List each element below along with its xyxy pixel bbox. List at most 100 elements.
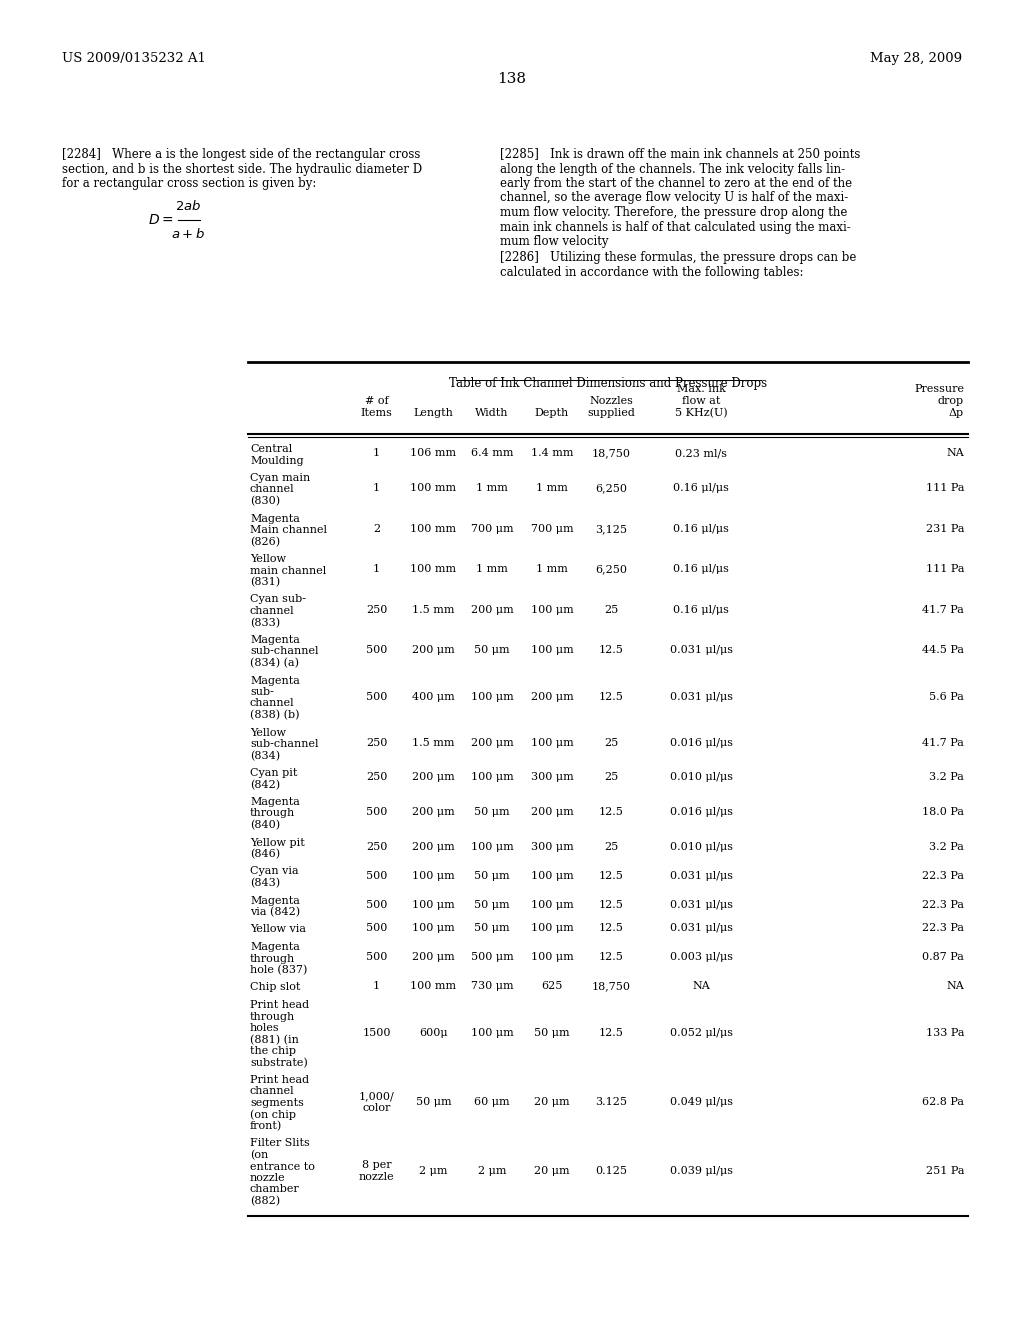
Text: segments: segments	[250, 1098, 304, 1107]
Text: 200 μm: 200 μm	[412, 645, 455, 655]
Text: 50 μm: 50 μm	[474, 645, 510, 655]
Text: Depth: Depth	[535, 408, 569, 418]
Text: 0.16 μl/μs: 0.16 μl/μs	[673, 564, 729, 574]
Text: $D=$: $D=$	[148, 213, 173, 227]
Text: 12.5: 12.5	[599, 692, 624, 701]
Text: 1 mm: 1 mm	[536, 564, 568, 574]
Text: via (842): via (842)	[250, 907, 300, 917]
Text: 730 μm: 730 μm	[471, 981, 513, 991]
Text: 0.031 μl/μs: 0.031 μl/μs	[670, 923, 732, 933]
Text: 12.5: 12.5	[599, 871, 624, 880]
Text: [2285]   Ink is drawn off the main ink channels at 250 points: [2285] Ink is drawn off the main ink cha…	[500, 148, 860, 161]
Text: 100 μm: 100 μm	[530, 900, 573, 909]
Text: 200 μm: 200 μm	[412, 952, 455, 962]
Text: sub-channel: sub-channel	[250, 739, 318, 748]
Text: 3,125: 3,125	[595, 524, 627, 533]
Text: 18,750: 18,750	[592, 449, 631, 458]
Text: substrate): substrate)	[250, 1057, 308, 1068]
Text: 0.16 μl/μs: 0.16 μl/μs	[673, 483, 729, 494]
Text: channel, so the average flow velocity U is half of the maxi-: channel, so the average flow velocity U …	[500, 191, 848, 205]
Text: 100 μm: 100 μm	[471, 772, 513, 783]
Text: 3.125: 3.125	[595, 1097, 627, 1106]
Text: early from the start of the channel to zero at the end of the: early from the start of the channel to z…	[500, 177, 852, 190]
Text: 138: 138	[498, 73, 526, 86]
Text: (840): (840)	[250, 820, 281, 830]
Text: Pressure: Pressure	[914, 384, 964, 393]
Text: 300 μm: 300 μm	[530, 772, 573, 783]
Text: 700 μm: 700 μm	[471, 524, 513, 533]
Text: 100 μm: 100 μm	[530, 923, 573, 933]
Text: 25: 25	[604, 772, 618, 783]
Text: (881) (in: (881) (in	[250, 1035, 299, 1045]
Text: 62.8 Pa: 62.8 Pa	[922, 1097, 964, 1106]
Text: 200 μm: 200 μm	[471, 605, 513, 615]
Text: 625: 625	[542, 981, 562, 991]
Text: Cyan pit: Cyan pit	[250, 768, 297, 777]
Text: Max. ink: Max. ink	[677, 384, 725, 393]
Text: 133 Pa: 133 Pa	[926, 1027, 964, 1038]
Text: (846): (846)	[250, 849, 281, 859]
Text: 50 μm: 50 μm	[535, 1027, 569, 1038]
Text: 20 μm: 20 μm	[535, 1166, 569, 1176]
Text: 41.7 Pa: 41.7 Pa	[923, 738, 964, 747]
Text: 100 mm: 100 mm	[411, 524, 457, 533]
Text: sub-channel: sub-channel	[250, 647, 318, 656]
Text: Δp: Δp	[949, 408, 964, 418]
Text: Magenta: Magenta	[250, 513, 300, 524]
Text: nozzle: nozzle	[250, 1173, 286, 1183]
Text: 1 mm: 1 mm	[476, 483, 508, 494]
Text: 1.5 mm: 1.5 mm	[413, 738, 455, 747]
Text: 500 μm: 500 μm	[471, 952, 513, 962]
Text: Yellow: Yellow	[250, 554, 286, 564]
Text: [2284]   Where a is the longest side of the rectangular cross: [2284] Where a is the longest side of th…	[62, 148, 421, 161]
Text: 6,250: 6,250	[595, 483, 627, 494]
Text: 0.010 μl/μs: 0.010 μl/μs	[670, 842, 732, 851]
Text: 50 μm: 50 μm	[474, 923, 510, 933]
Text: 700 μm: 700 μm	[530, 524, 573, 533]
Text: 500: 500	[366, 952, 387, 962]
Text: 22.3 Pa: 22.3 Pa	[922, 871, 964, 880]
Text: 100 mm: 100 mm	[411, 483, 457, 494]
Text: Filter Slits: Filter Slits	[250, 1138, 309, 1148]
Text: Yellow pit: Yellow pit	[250, 837, 305, 847]
Text: $a+b$: $a+b$	[171, 227, 205, 240]
Text: 12.5: 12.5	[599, 1027, 624, 1038]
Text: 50 μm: 50 μm	[416, 1097, 452, 1106]
Text: 500: 500	[366, 900, 387, 909]
Text: Chip slot: Chip slot	[250, 982, 300, 993]
Text: (826): (826)	[250, 536, 281, 546]
Text: 25: 25	[604, 842, 618, 851]
Text: 12.5: 12.5	[599, 900, 624, 909]
Text: 500: 500	[366, 808, 387, 817]
Text: through: through	[250, 953, 295, 964]
Text: (834): (834)	[250, 751, 281, 760]
Text: Table of Ink Channel Dimensions and Pressure Drops: Table of Ink Channel Dimensions and Pres…	[449, 378, 767, 389]
Text: 50 μm: 50 μm	[474, 808, 510, 817]
Text: main channel: main channel	[250, 565, 327, 576]
Text: 100 μm: 100 μm	[530, 605, 573, 615]
Text: 41.7 Pa: 41.7 Pa	[923, 605, 964, 615]
Text: the chip: the chip	[250, 1045, 296, 1056]
Text: 100 μm: 100 μm	[530, 645, 573, 655]
Text: 100 μm: 100 μm	[412, 900, 455, 909]
Text: 100 μm: 100 μm	[530, 952, 573, 962]
Text: 1: 1	[373, 449, 380, 458]
Text: 250: 250	[366, 842, 387, 851]
Text: (842): (842)	[250, 780, 281, 789]
Text: 20 μm: 20 μm	[535, 1097, 569, 1106]
Text: 400 μm: 400 μm	[412, 692, 455, 701]
Text: 200 μm: 200 μm	[530, 808, 573, 817]
Text: 2 μm: 2 μm	[419, 1166, 447, 1176]
Text: 106 mm: 106 mm	[411, 449, 457, 458]
Text: 50 μm: 50 μm	[474, 871, 510, 880]
Text: NA: NA	[946, 981, 964, 991]
Text: # of: # of	[365, 396, 388, 407]
Text: 1: 1	[373, 483, 380, 494]
Text: 200 μm: 200 μm	[471, 738, 513, 747]
Text: 18,750: 18,750	[592, 981, 631, 991]
Text: 100 μm: 100 μm	[471, 692, 513, 701]
Text: 0.039 μl/μs: 0.039 μl/μs	[670, 1166, 732, 1176]
Text: Yellow: Yellow	[250, 727, 286, 738]
Text: NA: NA	[946, 449, 964, 458]
Text: (830): (830)	[250, 496, 281, 507]
